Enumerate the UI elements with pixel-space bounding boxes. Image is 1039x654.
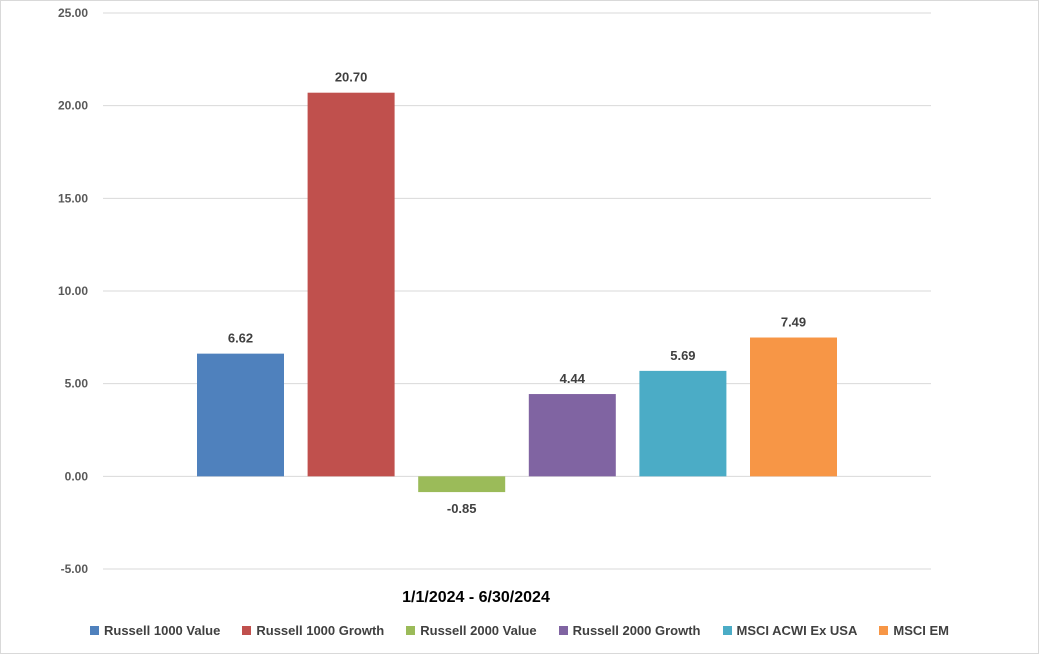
data-label: 6.62 <box>228 331 253 346</box>
legend-item: Russell 1000 Growth <box>242 623 384 638</box>
y-tick-label: 20.00 <box>58 99 88 113</box>
legend-label: MSCI ACWI Ex USA <box>736 623 858 638</box>
legend-label: Russell 1000 Growth <box>256 623 385 638</box>
bar-russell-2000-growth <box>528 394 616 477</box>
bar-russell-1000-growth <box>307 92 395 477</box>
legend-swatch <box>90 626 99 635</box>
legend-label: Russell 1000 Value <box>104 623 221 638</box>
data-labels: 6.62 20.70 -0.85 4.44 5.69 7.49 <box>228 70 806 516</box>
data-label: 7.49 <box>781 315 806 330</box>
bar-russell-2000-value <box>418 476 506 493</box>
bar-msci-acwi-ex-usa <box>639 370 727 477</box>
y-tick-label: 0.00 <box>65 469 89 483</box>
bar-msci-em <box>750 337 837 477</box>
y-axis-tick-labels: 25.00 20.00 15.00 10.00 5.00 0.00 -5.00 <box>58 6 88 576</box>
x-axis-title: 1/1/2024 - 6/30/2024 <box>402 589 550 606</box>
legend-item: Russell 2000 Value <box>406 623 537 638</box>
y-tick-label: -5.00 <box>61 562 89 576</box>
legend-label: Russell 2000 Value <box>420 623 537 638</box>
y-tick-label: 5.00 <box>65 377 89 391</box>
legend-swatch <box>406 626 416 635</box>
data-label: -0.85 <box>447 501 477 516</box>
legend-label: Russell 2000 Growth <box>572 623 701 638</box>
y-tick-label: 15.00 <box>58 191 88 205</box>
legend-label: MSCI EM <box>893 623 949 638</box>
gridlines <box>103 12 931 570</box>
y-tick-label: 10.00 <box>58 284 88 298</box>
legend-item: Russell 2000 Growth <box>558 623 701 638</box>
legend-swatch <box>879 626 889 635</box>
bars <box>197 92 837 493</box>
data-label: 5.69 <box>670 348 695 363</box>
legend-swatch <box>558 626 568 635</box>
legend-item: MSCI EM <box>879 623 949 638</box>
legend: Russell 1000 Value Russell 1000 Growth Rus… <box>1 623 1038 638</box>
legend-swatch <box>722 626 732 635</box>
data-label: 20.70 <box>335 70 368 85</box>
bar-russell-1000-value <box>197 353 284 477</box>
legend-item: Russell 1000 Value <box>90 623 220 638</box>
legend-swatch <box>242 626 252 635</box>
legend-item: MSCI ACWI Ex USA <box>722 623 858 638</box>
data-label: 4.44 <box>560 371 586 386</box>
y-tick-label: 25.00 <box>58 6 88 20</box>
